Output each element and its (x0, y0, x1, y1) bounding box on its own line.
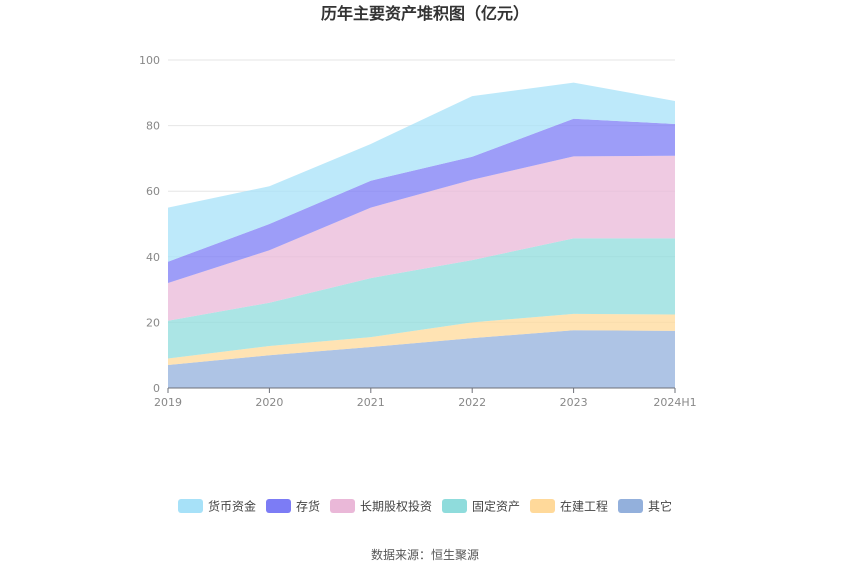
x-tick-label: 2020 (255, 396, 283, 409)
x-tick-label: 2023 (560, 396, 588, 409)
legend-item[interactable]: 货币资金 (178, 499, 256, 514)
x-tick-label: 2022 (458, 396, 486, 409)
axes: 0 20 40 60 80 100 2019 2020 2021 2022 2023 2024H1 (139, 54, 697, 409)
legend-item[interactable]: 长期股权投资 (330, 499, 432, 514)
legend: 货币资金 存货 长期股权投资 固定资产 在建工程 其它 (178, 499, 672, 514)
x-tick-label: 2021 (357, 396, 385, 409)
legend-swatch (442, 499, 467, 513)
legend-label: 在建工程 (560, 499, 608, 514)
area-series-固定资产 (168, 238, 675, 359)
y-tick-label: 80 (146, 120, 160, 133)
y-tick-label: 20 (146, 316, 160, 329)
area-series-长期股权投资 (168, 155, 675, 321)
y-tick-label: 0 (153, 382, 160, 395)
legend-swatch (178, 499, 203, 513)
legend-item[interactable]: 存货 (266, 499, 320, 514)
legend-item[interactable]: 其它 (618, 499, 672, 514)
legend-item[interactable]: 在建工程 (530, 499, 608, 514)
area-series-在建工程 (168, 313, 675, 366)
chart-title: 历年主要资产堆积图（亿元） (321, 4, 529, 23)
legend-swatch (330, 499, 355, 513)
source-note: 数据来源：恒生聚源 (371, 547, 479, 562)
area-series-其它 (168, 330, 675, 388)
area-series-货币资金 (168, 82, 675, 262)
legend-label: 长期股权投资 (360, 499, 432, 514)
y-tick-label: 60 (146, 185, 160, 198)
legend-swatch (530, 499, 555, 513)
x-tick-label: 2024H1 (653, 396, 696, 409)
legend-item[interactable]: 固定资产 (442, 499, 520, 514)
legend-label: 货币资金 (208, 499, 256, 514)
legend-label: 其它 (648, 499, 672, 514)
y-tick-label: 40 (146, 251, 160, 264)
area-series (168, 82, 675, 388)
x-tick-label: 2019 (154, 396, 182, 409)
legend-swatch (618, 499, 643, 513)
area-series-存货 (168, 118, 675, 284)
legend-label: 固定资产 (472, 499, 520, 514)
legend-swatch (266, 499, 291, 513)
legend-label: 存货 (296, 499, 320, 514)
y-tick-label: 100 (139, 54, 160, 67)
